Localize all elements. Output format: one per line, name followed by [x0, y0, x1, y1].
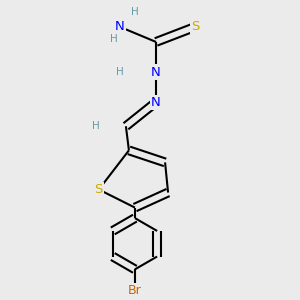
Text: H: H [92, 121, 100, 131]
Text: H: H [110, 34, 118, 44]
Text: H: H [116, 67, 124, 77]
Text: N: N [115, 20, 125, 33]
Text: S: S [94, 183, 103, 196]
Text: N: N [151, 96, 161, 109]
Text: H: H [131, 7, 139, 17]
Text: S: S [191, 20, 200, 33]
Text: N: N [151, 66, 161, 79]
Text: Br: Br [128, 284, 142, 297]
